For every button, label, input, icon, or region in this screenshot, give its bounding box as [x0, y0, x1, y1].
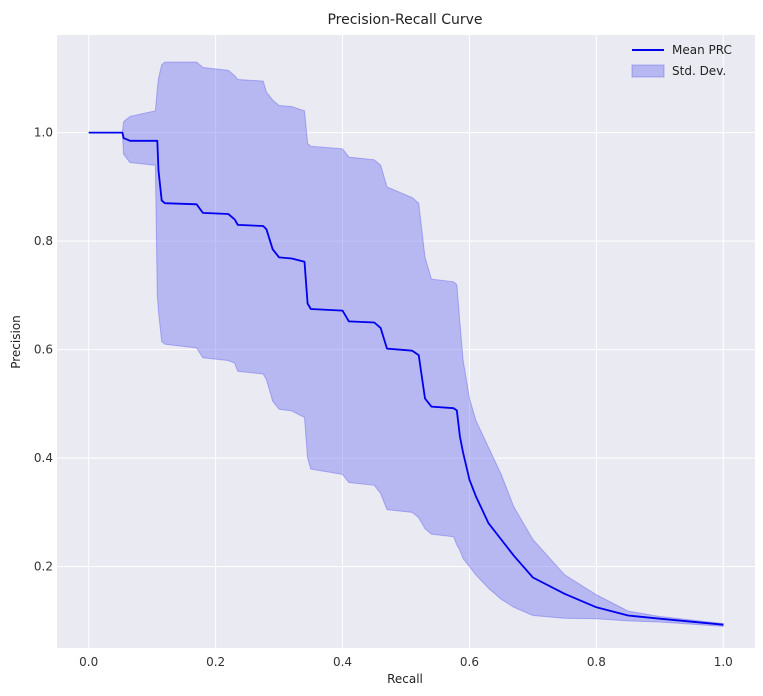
chart-title: Precision-Recall Curve — [327, 12, 482, 28]
y-tick-label: 0.6 — [34, 343, 53, 357]
x-tick-label: 0.4 — [333, 655, 352, 669]
y-tick-labels: 0.2 0.4 0.6 0.8 1.0 — [34, 126, 53, 574]
x-tick-label: 0.0 — [79, 655, 98, 669]
grid-lines — [57, 35, 755, 648]
x-axis-label: Recall — [387, 672, 423, 686]
y-tick-label: 0.2 — [34, 560, 53, 574]
std-dev-band-layer — [88, 61, 724, 627]
y-axis-label: Precision — [9, 315, 23, 369]
legend: Mean PRC Std. Dev. — [631, 43, 732, 78]
x-tick-label: 0.6 — [460, 655, 479, 669]
x-tick-label: 0.8 — [587, 655, 606, 669]
legend-std-dev-label: Std. Dev. — [672, 64, 726, 78]
plot-area — [57, 35, 755, 648]
x-tick-labels: 0.0 0.2 0.4 0.6 0.8 1.0 — [79, 655, 733, 669]
legend-std-dev-swatch — [631, 64, 665, 78]
x-tick-label: 0.2 — [206, 655, 225, 669]
legend-mean-prc-label: Mean PRC — [672, 43, 732, 57]
mean-prc-line — [88, 131, 724, 626]
std-dev-band — [88, 61, 724, 627]
y-tick-label: 1.0 — [34, 126, 53, 140]
y-tick-label: 0.4 — [34, 451, 53, 465]
y-tick-label: 0.8 — [34, 234, 53, 248]
x-tick-label: 1.0 — [714, 655, 733, 669]
mean-prc-line-layer — [88, 131, 724, 626]
